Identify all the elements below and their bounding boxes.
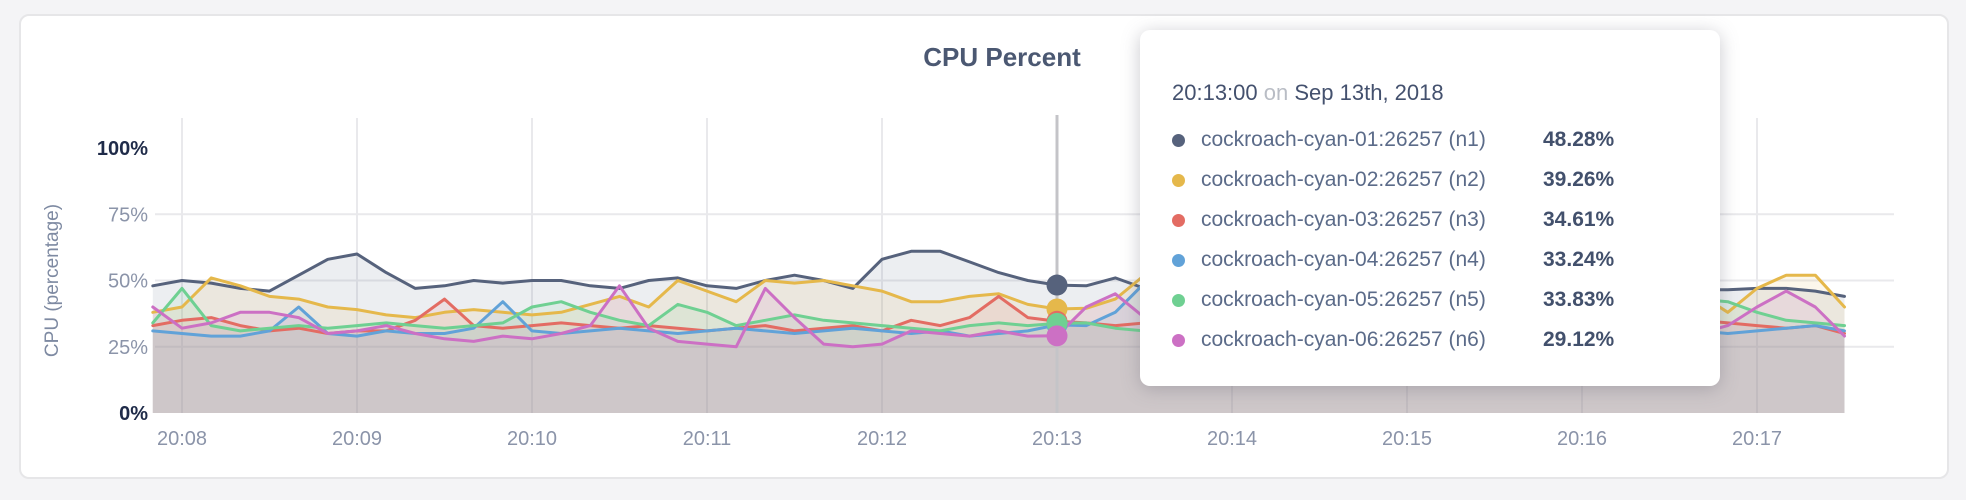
series-dot-icon: [1172, 253, 1185, 267]
tooltip-row: cockroach-cyan-06:26257 (n6) 29.12%: [1172, 320, 1690, 360]
node-label: cockroach-cyan-02:26257 (n2): [1201, 168, 1486, 191]
y-axis-tick-label: 25%: [108, 337, 148, 359]
x-axis-tick-label: 20:16: [1557, 428, 1607, 450]
y-axis-tick-label: 100%: [97, 138, 148, 160]
y-axis-tick-label: 50%: [108, 271, 148, 293]
tooltip-row: cockroach-cyan-03:26257 (n3) 34.61%: [1172, 200, 1690, 240]
y-axis-tick-label: 75%: [108, 204, 148, 226]
hover-tooltip: 20:13:00 on Sep 13th, 2018 cockroach-cya…: [1140, 30, 1720, 386]
node-cpu-value: 39.26%: [1543, 168, 1615, 191]
tooltip-time: 20:13:00: [1172, 80, 1258, 105]
y-axis-tick-label: 0%: [119, 403, 148, 425]
node-cpu-value: 48.28%: [1543, 128, 1615, 151]
tooltip-on-word: on: [1263, 80, 1289, 105]
x-axis-tick-label: 20:14: [1207, 428, 1257, 450]
x-axis-tick-label: 20:17: [1732, 428, 1782, 450]
tooltip-date: Sep 13th, 2018: [1294, 80, 1444, 105]
tooltip-row: cockroach-cyan-04:26257 (n4) 33.24%: [1172, 240, 1690, 280]
x-axis-tick-label: 20:10: [507, 428, 557, 450]
tooltip-timestamp: 20:13:00 on Sep 13th, 2018: [1172, 74, 1690, 112]
node-label: cockroach-cyan-04:26257 (n4): [1201, 248, 1486, 271]
node-label: cockroach-cyan-06:26257 (n6): [1201, 328, 1486, 351]
series-dot-icon: [1172, 293, 1185, 307]
tooltip-rows: cockroach-cyan-01:26257 (n1) 48.28% cockro…: [1172, 120, 1690, 360]
node-label: cockroach-cyan-05:26257 (n5): [1201, 288, 1486, 311]
x-axis-tick-label: 20:09: [332, 428, 382, 450]
x-axis-tick-label: 20:15: [1382, 428, 1432, 450]
tooltip-row: cockroach-cyan-01:26257 (n1) 48.28%: [1172, 120, 1690, 160]
node-cpu-value: 29.12%: [1543, 328, 1615, 351]
chart-title: CPU Percent: [923, 42, 1081, 72]
series-dot-icon: [1172, 133, 1185, 147]
tooltip-row: cockroach-cyan-02:26257 (n2) 39.26%: [1172, 160, 1690, 200]
x-axis-tick-label: 20:12: [857, 428, 907, 450]
node-cpu-value: 33.24%: [1543, 248, 1615, 271]
series-dot-icon: [1172, 333, 1185, 347]
series-dot-icon: [1172, 213, 1185, 227]
hover-point: [1046, 325, 1068, 347]
node-cpu-value: 34.61%: [1543, 208, 1615, 231]
x-axis-tick-label: 20:08: [157, 428, 207, 450]
y-axis-title: CPU (percentage): [42, 204, 63, 357]
node-label: cockroach-cyan-01:26257 (n1): [1201, 128, 1486, 151]
x-axis-tick-label: 20:13: [1032, 428, 1082, 450]
hover-point: [1046, 274, 1068, 296]
x-axis-tick-label: 20:11: [683, 428, 732, 450]
node-cpu-value: 33.83%: [1543, 288, 1615, 311]
node-label: cockroach-cyan-03:26257 (n3): [1201, 208, 1486, 231]
tooltip-row: cockroach-cyan-05:26257 (n5) 33.83%: [1172, 280, 1690, 320]
series-dot-icon: [1172, 173, 1185, 187]
